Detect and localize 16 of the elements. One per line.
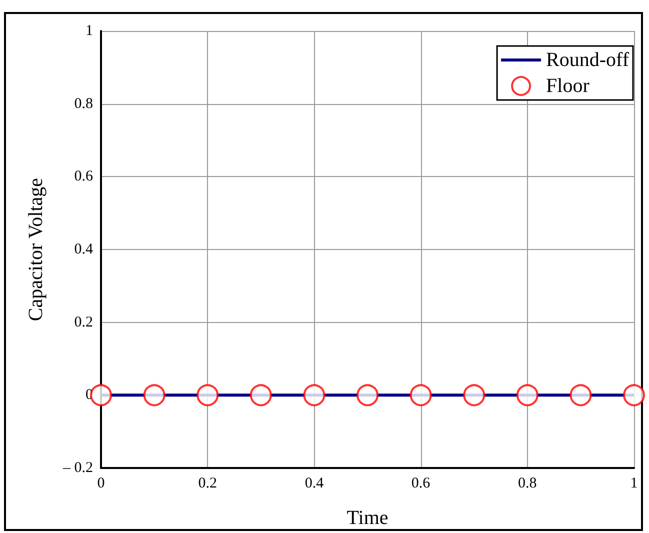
x-tick-label: 0.8 (518, 476, 537, 492)
y-tick-label: 0.6 (74, 168, 94, 185)
x-axis-title: Time (346, 507, 388, 529)
y-axis-title: Capacitor Voltage (25, 178, 47, 322)
x-tick-label: 0.4 (304, 476, 324, 492)
y-tick-label: 0.2 (74, 314, 93, 330)
y-tick-label: – 0.2 (62, 460, 93, 476)
y-tick-label: 0.4 (74, 242, 94, 258)
legend-label: Round-off (546, 49, 630, 71)
x-tick-label: 0.2 (198, 476, 217, 492)
x-tick-label: 0.6 (411, 476, 431, 492)
legend-label: Floor (546, 75, 590, 97)
y-tick-label: 0.8 (74, 96, 93, 112)
x-tick-label: 1 (630, 476, 638, 492)
y-tick-label: 1 (86, 23, 93, 39)
x-tick-label: 0 (97, 476, 105, 492)
